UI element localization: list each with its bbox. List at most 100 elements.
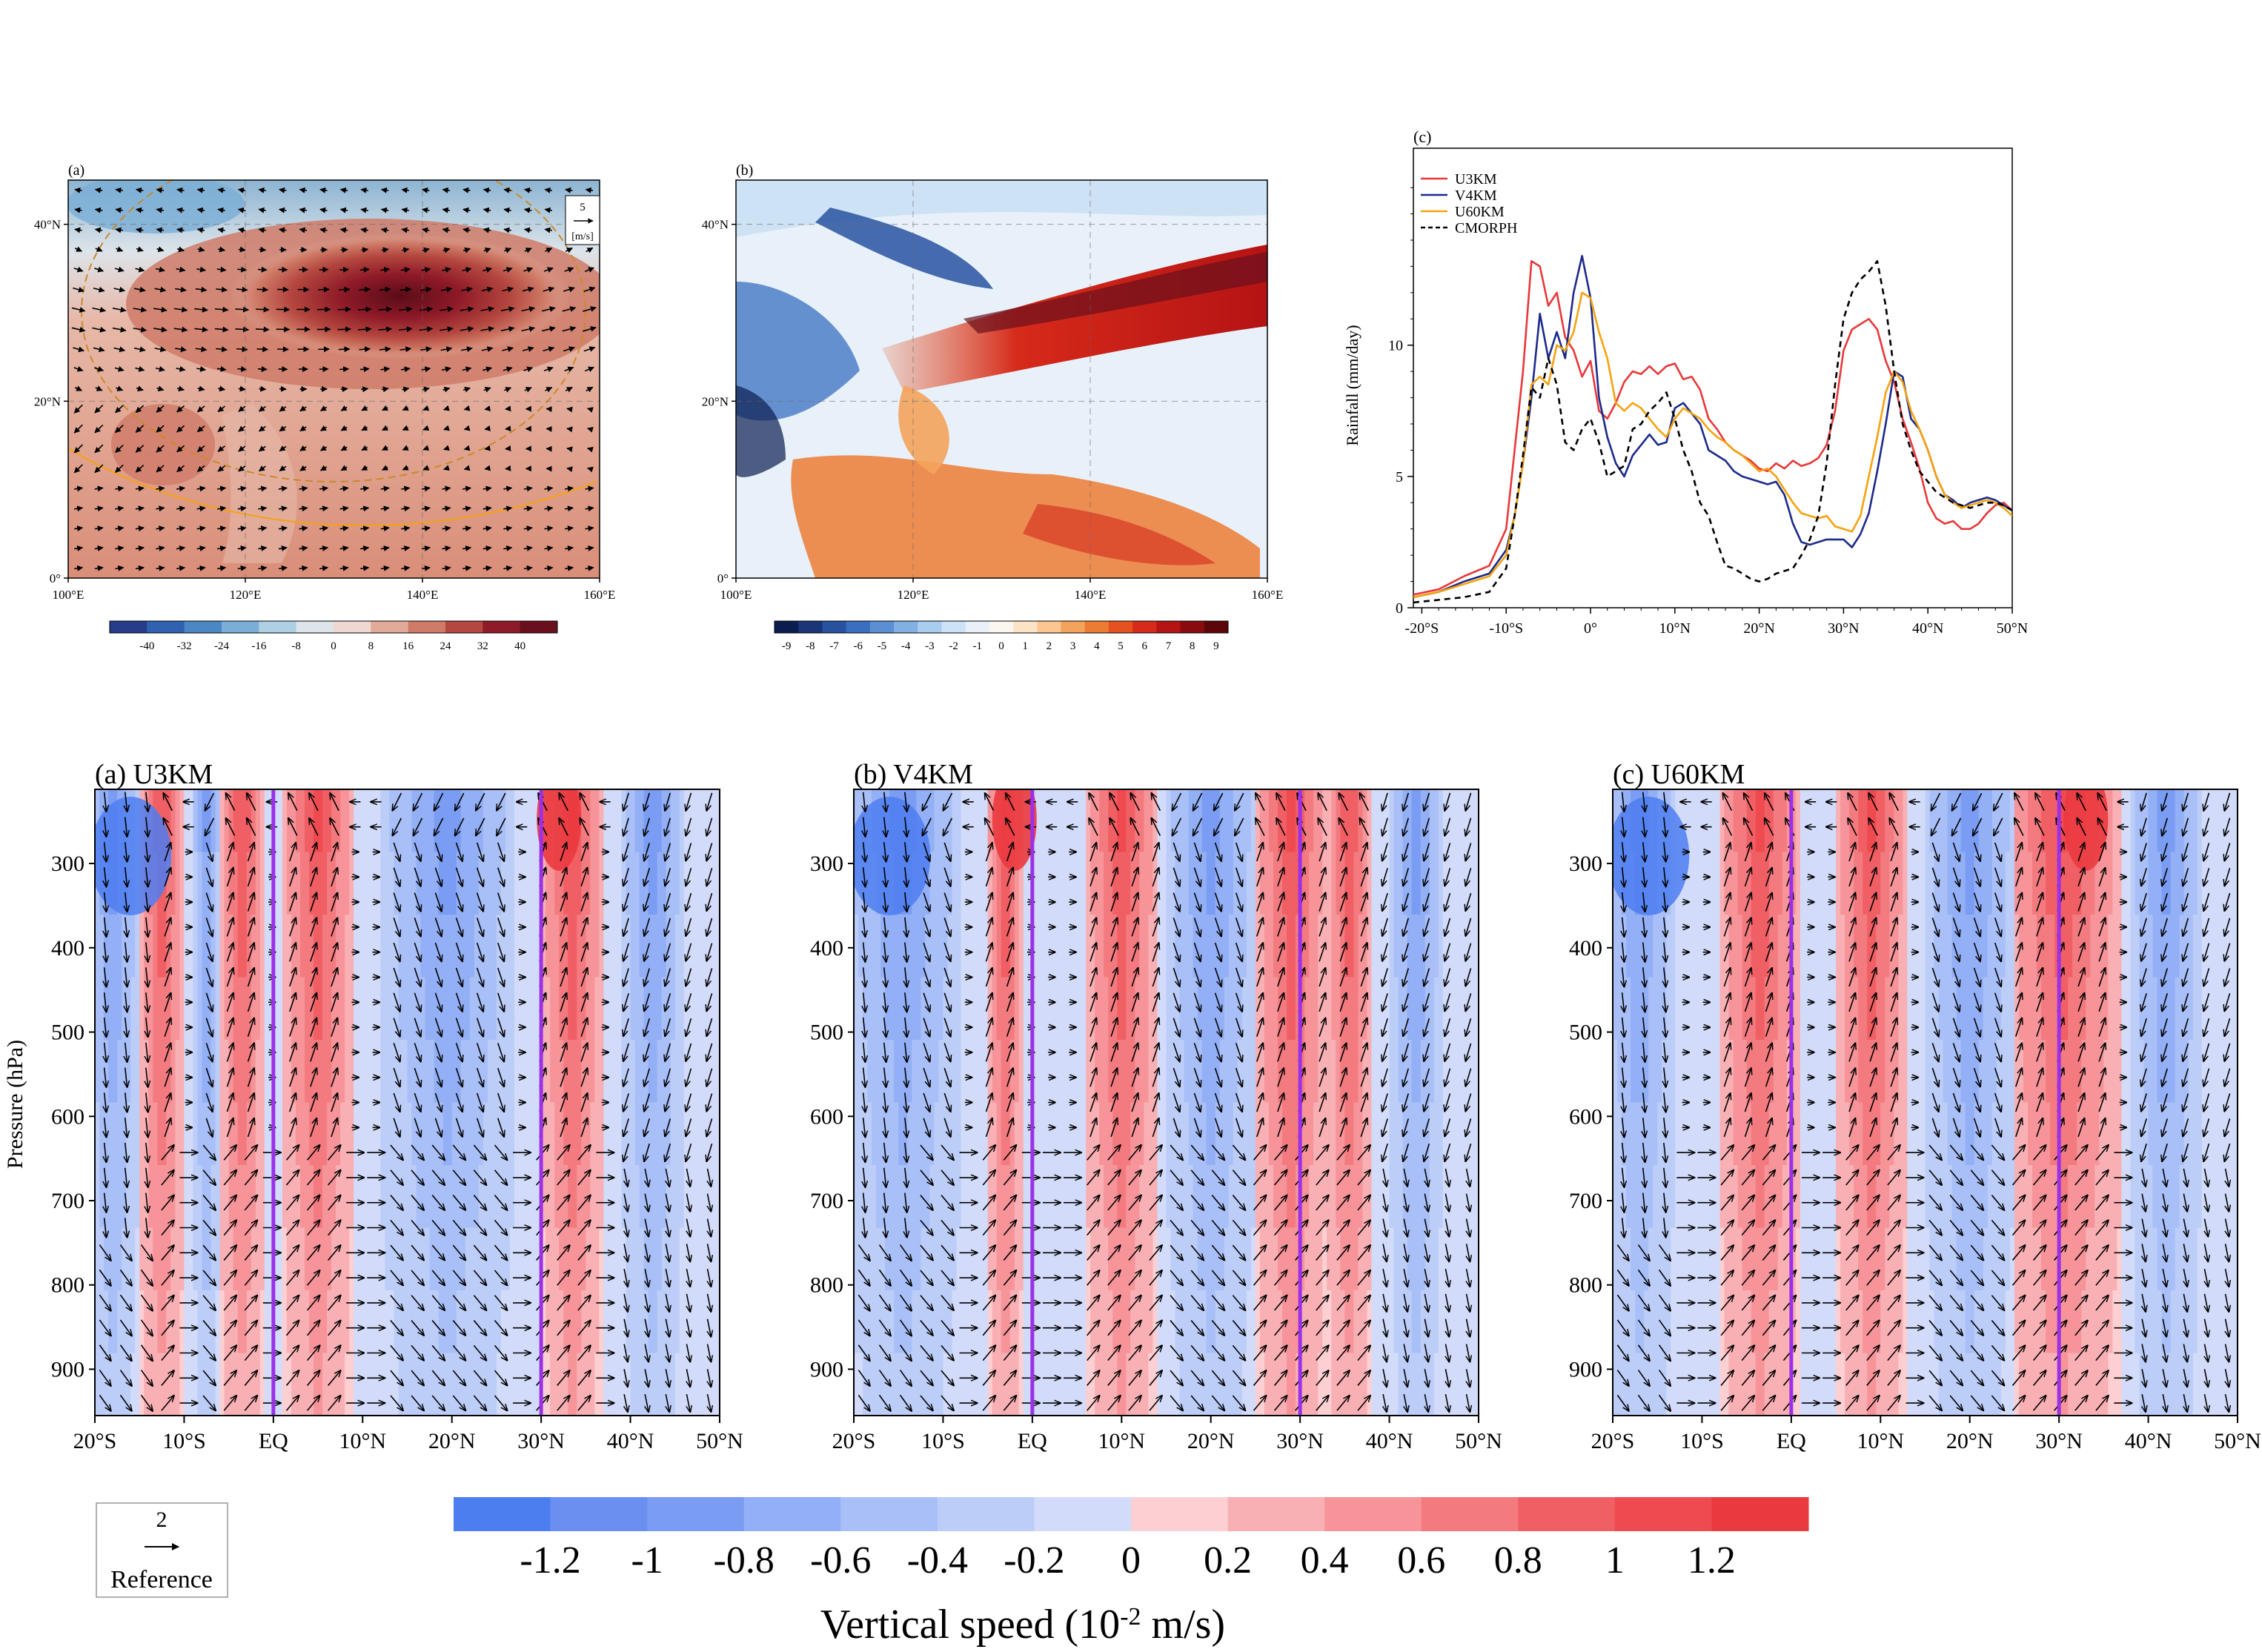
vertical-speed-cell [135, 1102, 140, 1166]
vertical-speed-cell [469, 789, 475, 853]
vertical-speed-cell [992, 915, 998, 978]
vertical-speed-cell [934, 1290, 940, 1354]
vertical-speed-cell [420, 915, 426, 978]
wind-vector [235, 326, 250, 333]
vertical-speed-cell [282, 1165, 288, 1229]
vertical-speed-cell [460, 789, 466, 853]
wind-vector [566, 466, 573, 473]
vertical-speed-cell [505, 915, 511, 978]
vertical-speed-cell [1246, 915, 1252, 978]
wind-vector [176, 365, 186, 372]
vertical-speed-cell [1184, 1040, 1190, 1104]
vertical-speed-cell [1081, 789, 1087, 853]
vertical-speed-cell [139, 1102, 145, 1166]
vertical-speed-cell [188, 1353, 194, 1416]
vertical-speed-cell [1049, 1227, 1055, 1291]
vertical-speed-cell [135, 1353, 140, 1416]
vertical-speed-cell [912, 1040, 917, 1104]
wind-vector [463, 465, 471, 471]
vertical-speed-cell [99, 1353, 105, 1416]
vertical-speed-cell [371, 915, 377, 978]
vertical-speed-cell [1349, 1165, 1354, 1229]
vertical-speed-cell [674, 1165, 680, 1229]
wind-vector [585, 545, 594, 551]
vertical-speed-cell [113, 1227, 118, 1291]
vertical-speed-cell [224, 1040, 230, 1104]
vertical-speed-cell [1451, 977, 1457, 1041]
vertical-speed-cell [679, 1040, 685, 1104]
vertical-speed-cell [1273, 1165, 1278, 1229]
vertical-speed-cell [1349, 915, 1354, 978]
colorbar-tick-label: -32 [177, 640, 192, 652]
wind-vector [545, 387, 553, 393]
vertical-speed-cell [1291, 977, 1296, 1041]
vertical-speed-cell [965, 1290, 971, 1354]
vertical-speed-cell [305, 1040, 310, 1104]
vertical-speed-cell [505, 852, 511, 915]
vertical-speed-cell [367, 977, 372, 1041]
vertical-speed-cell [219, 1040, 225, 1104]
vertical-speed-cell [385, 1227, 391, 1291]
vertical-speed-cell [603, 915, 609, 978]
vertical-speed-cell [1054, 1165, 1060, 1229]
vertical-speed-cell [1072, 789, 1078, 853]
vertical-speed-cell [1130, 1227, 1135, 1291]
vertical-speed-cell [626, 1165, 631, 1229]
vertical-speed-cell [1398, 977, 1404, 1041]
wind-vector [73, 286, 84, 293]
vertical-speed-cell [1049, 1290, 1055, 1354]
wind-vector [504, 387, 512, 393]
vertical-speed-cell [952, 852, 958, 915]
wind-vector [74, 385, 83, 391]
vertical-speed-cell [894, 1227, 899, 1291]
vertical-speed-cell [442, 789, 448, 853]
vertical-speed-cell [639, 1040, 645, 1104]
vertical-speed-cell [108, 1353, 113, 1416]
vertical-speed-cell [586, 1353, 591, 1416]
vertical-speed-cell [349, 1040, 354, 1104]
vertical-speed-cell [153, 1290, 158, 1354]
vertical-speed-cell [701, 789, 707, 853]
y-tick-label: 0 [1396, 600, 1403, 617]
vertical-speed-cell [99, 1102, 105, 1166]
updraft-core [992, 789, 1037, 871]
wind-vector [402, 247, 410, 253]
vertical-speed-cell [202, 977, 208, 1041]
vertical-speed-cell [867, 915, 872, 978]
wind-vector [94, 464, 104, 474]
wind-vector [238, 405, 246, 412]
wind-vector [135, 545, 145, 551]
wind-vector [379, 286, 391, 293]
vertical-speed-cell [1389, 1353, 1395, 1416]
vertical-speed-cell [858, 1165, 863, 1229]
vertical-speed-cell [1179, 1165, 1185, 1229]
vertical-speed-cell [1322, 1102, 1327, 1166]
vertical-speed-cell [179, 1040, 185, 1104]
wind-vector [462, 525, 472, 532]
vertical-speed-cell [242, 977, 248, 1041]
wind-vector [299, 565, 308, 571]
vertical-speed-cell [1206, 1227, 1212, 1291]
vertical-speed-cell [1282, 789, 1287, 853]
vertical-speed-cell [1304, 1102, 1310, 1166]
wind-vector [339, 505, 349, 512]
wind-vector [196, 365, 207, 372]
wind-vector [482, 267, 493, 273]
vertical-speed-cell [545, 1040, 551, 1104]
vertical-speed-cell [1219, 1290, 1225, 1354]
vertical-speed-cell [282, 1353, 288, 1416]
vertical-speed-cell [907, 1102, 912, 1166]
vertical-speed-cell [1451, 852, 1457, 915]
vertical-speed-cell [639, 1353, 645, 1416]
vertical-speed-cell [380, 1102, 385, 1166]
vertical-speed-cell [1313, 915, 1319, 978]
vertical-speed-cell [1099, 852, 1104, 915]
vertical-speed-cell [491, 1040, 497, 1104]
vertical-speed-cell [889, 1040, 895, 1104]
wind-vector [462, 545, 472, 551]
vertical-speed-cell [1451, 915, 1457, 978]
wind-vector [176, 545, 186, 551]
vertical-speed-cell [1086, 1290, 1091, 1354]
vertical-speed-cell [362, 1102, 368, 1166]
wind-vector [462, 187, 471, 193]
